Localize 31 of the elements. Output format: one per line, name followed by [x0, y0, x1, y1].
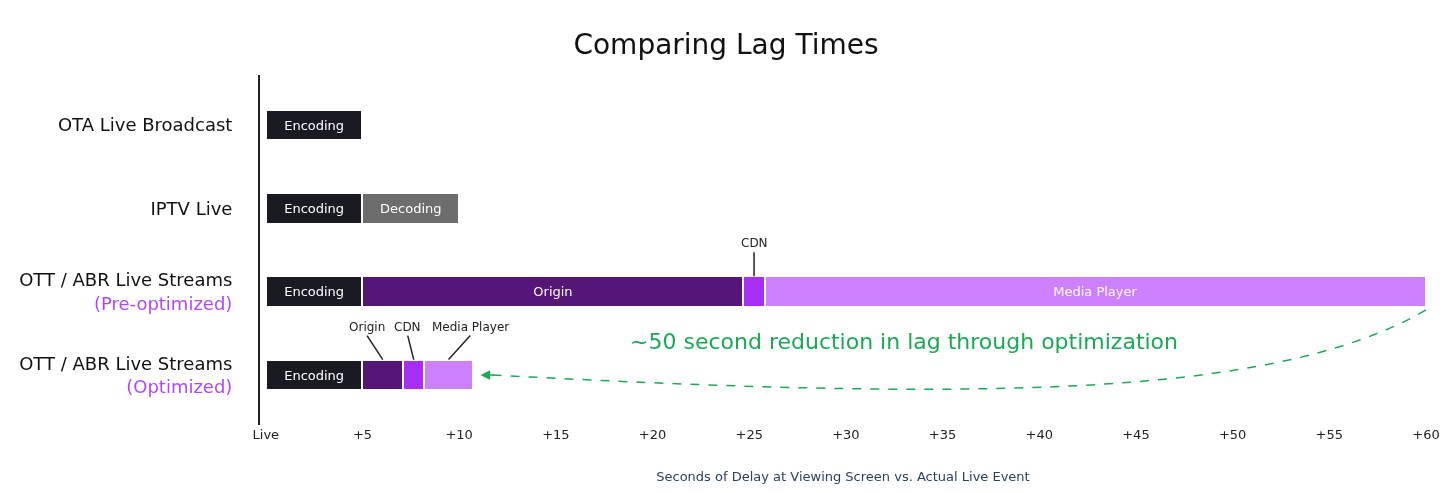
x-tick-label: +30: [832, 427, 860, 442]
y-tick-label: IPTV Live: [150, 197, 233, 219]
series-label: Media Player: [1053, 284, 1138, 300]
chart-title: Comparing Lag Times: [573, 28, 879, 62]
x-tick-label: Live: [252, 427, 280, 442]
text: Encoding: [284, 284, 345, 300]
annotation: ~50 second reduction in lag through optimization: [630, 329, 1179, 354]
text: Encoding: [284, 117, 345, 133]
x-tick-label: +10: [445, 427, 473, 442]
series-label: Encoding: [284, 200, 345, 216]
y-tick-label: OTT / ABR Live Streams (Pre-optimized): [19, 269, 233, 314]
text: Encoding: [284, 367, 345, 383]
text: Origin: [349, 320, 386, 334]
x-tick-label: +45: [1122, 427, 1150, 442]
x-tick-label: +60: [1412, 427, 1440, 442]
x-tick-label: +5: [352, 427, 373, 442]
x-tick-label: +25: [735, 427, 763, 442]
text: CDN: [741, 236, 768, 250]
text: Media Player: [432, 320, 510, 334]
text: CDN: [394, 320, 421, 334]
y-tick-label: OTA Live Broadcast: [57, 114, 233, 136]
series-label: Decoding: [380, 200, 442, 216]
x-tick-label: +40: [1025, 427, 1053, 442]
x-tick-label: +55: [1315, 427, 1344, 442]
x-tick-label: +35: [928, 427, 957, 442]
x-tick-label: +50: [1218, 427, 1247, 442]
x-tick-label: +20: [638, 427, 667, 442]
y-tick-label: OTT / ABR Live Streams (Optimized): [19, 352, 233, 397]
x-axis-title: Seconds of Delay at Viewing Screen vs. Actual Live Event: [656, 468, 1030, 484]
series-label: Origin: [533, 284, 573, 300]
x-tick-label: +15: [542, 427, 570, 442]
